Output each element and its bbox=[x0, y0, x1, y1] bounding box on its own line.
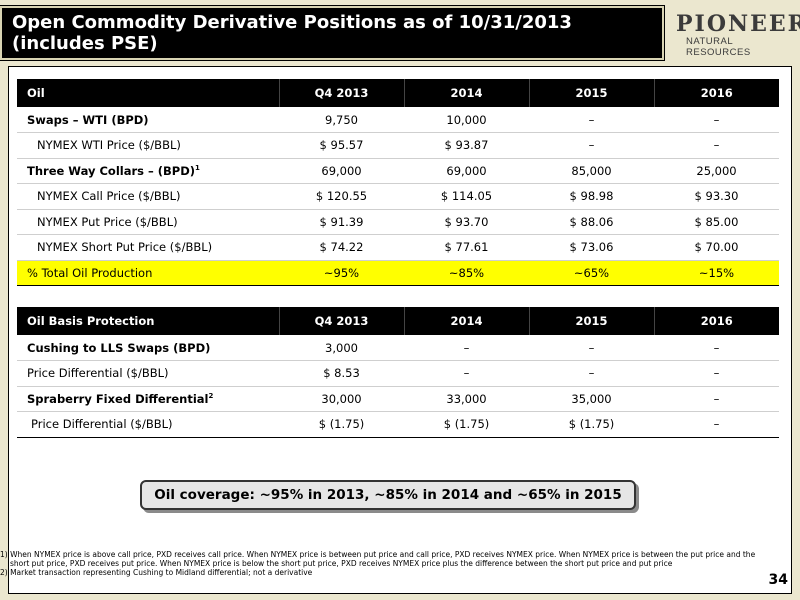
table-cell: – bbox=[654, 360, 779, 387]
table-cell: 25,000 bbox=[654, 158, 779, 184]
table-row: NYMEX Short Put Price ($/BBL) $ 74.22 $ … bbox=[17, 234, 779, 261]
basis-table-header: Oil Basis Protection Q4 2013 2014 2015 2… bbox=[17, 307, 779, 335]
column-header: 2015 bbox=[528, 79, 654, 107]
table-cell: $ 74.22 bbox=[279, 234, 404, 261]
table-cell: – bbox=[404, 360, 529, 387]
table-cell: $ 77.61 bbox=[404, 234, 529, 261]
table-cell: 30,000 bbox=[279, 386, 404, 412]
table-cell: – bbox=[654, 411, 779, 438]
table-cell: – bbox=[654, 132, 779, 159]
table-cell: 85,000 bbox=[529, 158, 654, 184]
table-cell: $ 8.53 bbox=[279, 360, 404, 387]
logo-subtitle: NATURAL RESOURCES bbox=[686, 36, 751, 58]
column-header: Q4 2013 bbox=[278, 79, 404, 107]
row-label: Cushing to LLS Swaps (BPD) bbox=[17, 335, 279, 361]
row-label: Swaps – WTI (BPD) bbox=[17, 107, 279, 133]
table-cell: $ 93.30 bbox=[654, 183, 779, 210]
row-label: Price Differential ($/BBL) bbox=[17, 360, 279, 387]
row-label: NYMEX Short Put Price ($/BBL) bbox=[17, 234, 279, 261]
footnote-marker: 1 bbox=[195, 163, 200, 172]
table-cell: $ (1.75) bbox=[279, 411, 404, 438]
table-cell: – bbox=[654, 386, 779, 412]
table-cell: 69,000 bbox=[404, 158, 529, 184]
row-label-text: Three Way Collars – (BPD) bbox=[27, 163, 195, 178]
table-cell: – bbox=[529, 132, 654, 159]
table-cell: ~65% bbox=[529, 260, 654, 286]
table-cell: ~95% bbox=[279, 260, 404, 286]
column-header: 2016 bbox=[653, 307, 779, 335]
table-cell: $ (1.75) bbox=[404, 411, 529, 438]
table-row: NYMEX Call Price ($/BBL) $ 120.55 $ 114.… bbox=[17, 183, 779, 210]
top-bar: Open Commodity Derivative Positions as o… bbox=[0, 0, 800, 60]
table-cell: ~15% bbox=[654, 260, 779, 286]
column-header: 2015 bbox=[528, 307, 654, 335]
table-row: Three Way Collars – (BPD)1 69,000 69,000… bbox=[17, 158, 779, 184]
column-header: Oil bbox=[17, 79, 279, 107]
table-cell: 10,000 bbox=[404, 107, 529, 133]
table-cell: ~85% bbox=[404, 260, 529, 286]
table-cell: – bbox=[404, 335, 529, 361]
row-label: NYMEX Put Price ($/BBL) bbox=[17, 209, 279, 235]
column-header: Oil Basis Protection bbox=[17, 307, 279, 335]
table-cell: $ 73.06 bbox=[529, 234, 654, 261]
row-label: NYMEX WTI Price ($/BBL) bbox=[17, 132, 279, 159]
table-row: NYMEX WTI Price ($/BBL) $ 95.57 $ 93.87 … bbox=[17, 132, 779, 159]
table-row: Swaps – WTI (BPD) 9,750 10,000 – – bbox=[17, 107, 779, 133]
callout-text: Oil coverage: ~95% in 2013, ~85% in 2014… bbox=[154, 487, 622, 503]
highlighted-row: % Total Oil Production ~95% ~85% ~65% ~1… bbox=[17, 260, 779, 286]
table-cell: $ 91.39 bbox=[279, 209, 404, 235]
content-panel: Oil Q4 2013 2014 2015 2016 Swaps – WTI (… bbox=[8, 66, 792, 594]
table-cell: $ 95.57 bbox=[279, 132, 404, 159]
page-title: Open Commodity Derivative Positions as o… bbox=[12, 12, 572, 54]
table-cell: $ 88.06 bbox=[529, 209, 654, 235]
table-cell: – bbox=[654, 107, 779, 133]
table-row: Cushing to LLS Swaps (BPD) 3,000 – – – bbox=[17, 335, 779, 361]
oil-table: Oil Q4 2013 2014 2015 2016 Swaps – WTI (… bbox=[17, 79, 779, 286]
table-row: Spraberry Fixed Differential2 30,000 33,… bbox=[17, 386, 779, 412]
table-cell: $ 114.05 bbox=[404, 183, 529, 210]
table-cell: $ 93.87 bbox=[404, 132, 529, 159]
table-cell: $ 85.00 bbox=[654, 209, 779, 235]
table-cell: $ 70.00 bbox=[654, 234, 779, 261]
column-header: 2014 bbox=[403, 79, 529, 107]
table-cell: – bbox=[654, 335, 779, 361]
table-cell: – bbox=[529, 335, 654, 361]
row-label: NYMEX Call Price ($/BBL) bbox=[17, 183, 279, 210]
row-label: Price Differential ($/BBL) bbox=[17, 411, 279, 438]
table-cell: – bbox=[529, 107, 654, 133]
page-number: 34 bbox=[768, 572, 788, 588]
footnotes: 1) When NYMEX price is above call price,… bbox=[0, 550, 760, 577]
table-row: Price Differential ($/BBL) $ (1.75) $ (1… bbox=[17, 411, 779, 438]
pioneer-logo: PIONEER NATURAL RESOURCES bbox=[676, 11, 800, 58]
oil-table-header: Oil Q4 2013 2014 2015 2016 bbox=[17, 79, 779, 107]
footnote-marker: 2 bbox=[208, 391, 214, 400]
column-header: 2014 bbox=[403, 307, 529, 335]
footnote-2: 2) Market transaction representing Cushi… bbox=[0, 568, 313, 577]
table-cell: $ (1.75) bbox=[529, 411, 654, 438]
table-cell: $ 98.98 bbox=[529, 183, 654, 210]
footnote-1: 1) When NYMEX price is above call price,… bbox=[0, 550, 756, 568]
table-cell: $ 93.70 bbox=[404, 209, 529, 235]
column-header: 2016 bbox=[653, 79, 779, 107]
table-cell: 35,000 bbox=[529, 386, 654, 412]
coverage-callout: Oil coverage: ~95% in 2013, ~85% in 2014… bbox=[140, 480, 636, 510]
table-cell: 9,750 bbox=[279, 107, 404, 133]
table-row: Price Differential ($/BBL) $ 8.53 – – – bbox=[17, 360, 779, 387]
table-cell: $ 120.55 bbox=[279, 183, 404, 210]
table-cell: 3,000 bbox=[279, 335, 404, 361]
table-row: NYMEX Put Price ($/BBL) $ 91.39 $ 93.70 … bbox=[17, 209, 779, 235]
title-box: Open Commodity Derivative Positions as o… bbox=[0, 6, 664, 60]
row-label: % Total Oil Production bbox=[17, 260, 279, 286]
table-cell: – bbox=[529, 360, 654, 387]
row-label: Three Way Collars – (BPD)1 bbox=[17, 158, 279, 184]
basis-table: Oil Basis Protection Q4 2013 2014 2015 2… bbox=[17, 307, 779, 438]
table-cell: 33,000 bbox=[404, 386, 529, 412]
column-header: Q4 2013 bbox=[278, 307, 404, 335]
row-label-text: Spraberry Fixed Differential bbox=[27, 391, 209, 406]
row-label: Spraberry Fixed Differential2 bbox=[17, 386, 279, 412]
logo-wordmark: PIONEER bbox=[676, 11, 800, 37]
table-cell: 69,000 bbox=[279, 158, 404, 184]
